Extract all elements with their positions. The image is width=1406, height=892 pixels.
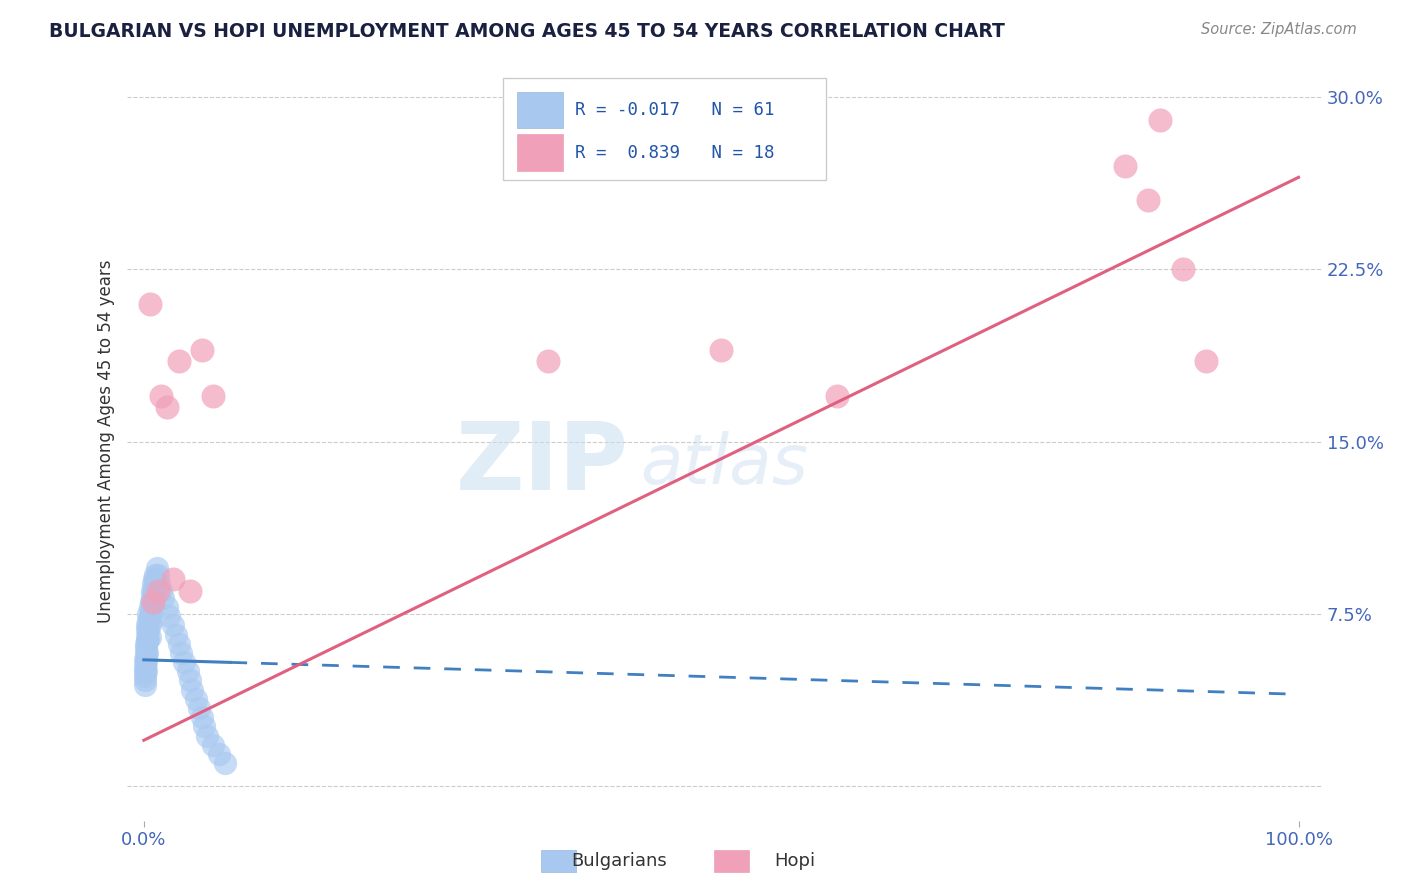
Point — [152, 591, 174, 605]
Point — [190, 343, 212, 357]
Point — [143, 582, 166, 596]
Point — [1171, 262, 1194, 277]
Point — [135, 637, 157, 651]
Point — [146, 567, 169, 582]
Point — [145, 577, 167, 591]
Text: Bulgarians: Bulgarians — [571, 852, 666, 870]
Point — [136, 618, 159, 632]
Point — [134, 665, 156, 679]
Point — [138, 614, 160, 628]
Point — [156, 599, 179, 614]
Point — [173, 655, 195, 669]
Point — [142, 595, 165, 609]
Y-axis label: Unemployment Among Ages 45 to 54 years: Unemployment Among Ages 45 to 54 years — [97, 260, 115, 624]
Point — [135, 646, 157, 660]
Point — [146, 583, 169, 598]
Point — [710, 343, 733, 357]
Point — [136, 630, 159, 644]
Point — [825, 388, 848, 402]
Point — [138, 609, 160, 624]
Point — [193, 719, 215, 733]
Point — [195, 729, 218, 743]
FancyBboxPatch shape — [714, 850, 749, 872]
Point — [138, 632, 160, 647]
Point — [179, 673, 201, 688]
Point — [142, 586, 165, 600]
FancyBboxPatch shape — [517, 135, 562, 171]
Point — [208, 747, 231, 761]
Point — [135, 650, 157, 665]
Point — [134, 678, 156, 692]
Point — [162, 618, 184, 632]
Point — [167, 637, 190, 651]
Text: R = -0.017   N = 61: R = -0.017 N = 61 — [575, 101, 775, 120]
Point — [135, 665, 157, 679]
Point — [134, 659, 156, 673]
Point — [138, 618, 160, 632]
Point — [136, 623, 159, 637]
Point — [157, 609, 180, 624]
Point — [190, 710, 212, 724]
Point — [136, 646, 159, 660]
Point — [142, 595, 165, 609]
Point — [1195, 354, 1218, 368]
Point — [150, 388, 173, 402]
Text: ZIP: ZIP — [456, 418, 628, 510]
Point — [139, 605, 162, 619]
Point — [143, 573, 166, 587]
Point — [170, 646, 193, 660]
Point — [138, 607, 160, 621]
Point — [134, 669, 156, 683]
Point — [181, 682, 204, 697]
Point — [188, 701, 211, 715]
Point — [202, 738, 225, 752]
Point — [134, 653, 156, 667]
Point — [134, 673, 156, 688]
Point — [148, 577, 170, 591]
Point — [139, 614, 162, 628]
Point — [1114, 159, 1136, 173]
Point — [135, 655, 157, 669]
Point — [142, 577, 165, 591]
Point — [138, 296, 160, 310]
Point — [141, 591, 163, 605]
Point — [141, 599, 163, 614]
Point — [167, 354, 190, 368]
Point — [1137, 194, 1160, 208]
Point — [141, 583, 163, 598]
Point — [136, 634, 159, 648]
Point — [165, 627, 187, 641]
Text: Hopi: Hopi — [773, 852, 815, 870]
Point — [145, 567, 167, 582]
Point — [150, 583, 173, 598]
Point — [138, 630, 160, 644]
Text: R =  0.839   N = 18: R = 0.839 N = 18 — [575, 144, 775, 161]
Text: BULGARIAN VS HOPI UNEMPLOYMENT AMONG AGES 45 TO 54 YEARS CORRELATION CHART: BULGARIAN VS HOPI UNEMPLOYMENT AMONG AGE… — [49, 22, 1005, 41]
Point — [162, 573, 184, 587]
FancyBboxPatch shape — [503, 78, 825, 180]
Point — [202, 388, 225, 402]
Point — [135, 641, 157, 656]
Text: Source: ZipAtlas.com: Source: ZipAtlas.com — [1201, 22, 1357, 37]
Point — [138, 599, 160, 614]
Point — [537, 354, 560, 368]
Point — [138, 623, 160, 637]
Point — [1149, 112, 1171, 127]
Point — [214, 756, 236, 771]
Point — [156, 400, 179, 414]
Point — [184, 691, 207, 706]
Point — [139, 595, 162, 609]
FancyBboxPatch shape — [541, 850, 576, 872]
Point — [179, 583, 201, 598]
Point — [145, 561, 167, 575]
Text: atlas: atlas — [640, 431, 808, 498]
FancyBboxPatch shape — [517, 92, 562, 128]
Point — [177, 665, 200, 679]
